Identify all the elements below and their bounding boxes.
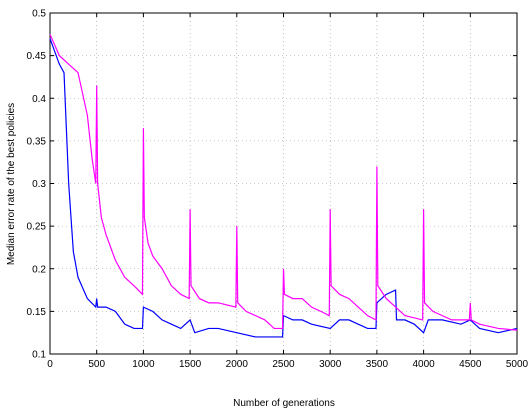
x-tick-label: 2000 xyxy=(226,359,249,370)
y-tick-label: 0.35 xyxy=(27,136,47,147)
x-tick-label: 3000 xyxy=(319,359,342,370)
x-tick-label: 500 xyxy=(88,359,105,370)
x-tick-label: 1000 xyxy=(132,359,155,370)
plot-frame xyxy=(49,12,518,355)
y-tick-label: 0.3 xyxy=(32,179,46,190)
x-tick-label: 4000 xyxy=(412,359,435,370)
x-axis-label: Number of generations xyxy=(233,398,335,409)
y-tick-label: 0.2 xyxy=(32,264,46,275)
y-tick-label: 0.1 xyxy=(32,350,46,361)
x-tick-label: 5000 xyxy=(506,359,529,370)
y-tick-label: 0.45 xyxy=(27,51,47,62)
series-line xyxy=(49,34,518,331)
x-tick-label: 0 xyxy=(47,359,53,370)
x-tick-label: 2500 xyxy=(272,359,295,370)
x-tick-label: 3500 xyxy=(366,359,389,370)
x-tick-label: 4500 xyxy=(459,359,482,370)
y-axis-label: Median error rate of the best policies xyxy=(6,103,17,265)
y-tick-label: 0.4 xyxy=(32,94,46,105)
y-tick-label: 0.5 xyxy=(32,9,46,20)
y-tick-label: 0.15 xyxy=(27,307,47,318)
y-tick-label: 0.25 xyxy=(27,222,47,233)
series-line xyxy=(49,38,518,338)
x-tick-label: 1500 xyxy=(179,359,202,370)
